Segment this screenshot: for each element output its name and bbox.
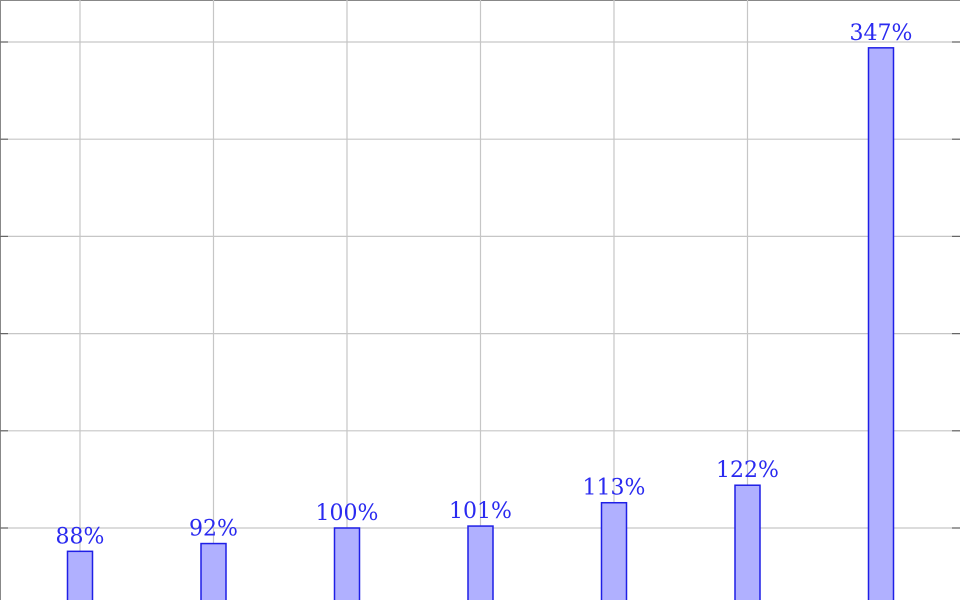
data-label: 100% <box>316 501 379 526</box>
data-label: 92% <box>189 517 238 542</box>
data-label-layer: 88% 92% 100% 101% 113% 122% 347% <box>56 21 913 549</box>
data-label: 88% <box>56 524 105 549</box>
bar <box>467 525 494 600</box>
data-label: 122% <box>716 458 779 483</box>
data-label: 347% <box>850 21 913 46</box>
bar <box>66 550 94 600</box>
bar <box>867 47 895 600</box>
bar <box>734 484 761 600</box>
bar <box>200 542 227 600</box>
bar <box>600 501 628 600</box>
bar <box>333 527 361 600</box>
bar-layer <box>66 47 895 600</box>
data-label: 113% <box>583 476 646 501</box>
data-label: 101% <box>449 499 512 524</box>
